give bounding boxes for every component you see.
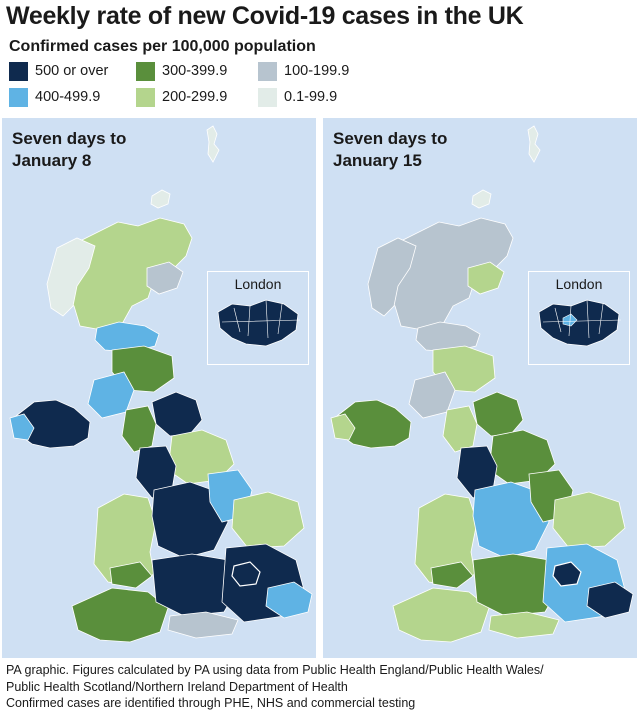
london-inset: London xyxy=(528,271,630,365)
kent xyxy=(586,581,634,619)
south-coast xyxy=(488,611,560,639)
north-east-england xyxy=(151,391,203,437)
footer-line-1: PA graphic. Figures calculated by PA usi… xyxy=(6,663,544,677)
greater-london xyxy=(231,561,261,587)
northern-ireland xyxy=(336,399,412,449)
legend-swatch xyxy=(9,87,28,107)
inset-label: London xyxy=(555,276,603,292)
london-inset-map xyxy=(538,299,622,347)
map-panel-january-8: Seven days to January 8 London xyxy=(2,118,316,658)
northern-ireland xyxy=(15,399,91,449)
legend-swatch xyxy=(9,61,28,81)
scotland-highlands-west xyxy=(367,237,417,317)
london-inset: London xyxy=(207,271,309,365)
northern-ireland-west xyxy=(9,413,35,441)
scotland-aberdeen xyxy=(467,261,505,295)
legend-label: 300-399.9 xyxy=(162,63,228,79)
london-borough-lines xyxy=(221,299,301,339)
map-label-line-1: Seven days to xyxy=(12,129,127,148)
northern-ireland-west xyxy=(330,413,356,441)
greater-london xyxy=(552,561,582,587)
legend-label: 200-299.9 xyxy=(162,89,228,105)
south-wales xyxy=(430,561,474,589)
south-wales xyxy=(109,561,153,589)
legend-item-500-plus: 500 or over xyxy=(9,61,108,81)
shetland-islands xyxy=(206,125,220,163)
east-anglia xyxy=(552,491,626,549)
kent xyxy=(265,581,313,619)
uk-map xyxy=(330,125,634,643)
legend-item-200-299: 200-299.9 xyxy=(136,87,227,107)
legend-item-100-199: 100-199.9 xyxy=(258,61,349,81)
legend-item-0-99: 0.1-99.9 xyxy=(258,87,337,107)
map-label: Seven days to January 15 xyxy=(333,128,447,172)
london-borough-lines xyxy=(542,299,622,339)
footer-line-3: Confirmed cases are identified through P… xyxy=(6,696,416,710)
east-anglia xyxy=(231,491,305,549)
inset-label: London xyxy=(234,276,282,292)
london-boroughs xyxy=(538,299,620,347)
map-label-line-2: January 8 xyxy=(12,151,92,170)
uk-map xyxy=(9,125,313,643)
orkney-islands xyxy=(150,189,171,209)
legend-item-400-499: 400-499.9 xyxy=(9,87,100,107)
cumbria xyxy=(121,405,157,453)
page-title: Weekly rate of new Covid-19 cases in the… xyxy=(6,2,524,30)
scotland-central-belt xyxy=(415,321,481,353)
footer-source: PA graphic. Figures calculated by PA usi… xyxy=(6,662,544,712)
midlands xyxy=(472,481,550,559)
shetland-islands xyxy=(527,125,541,163)
legend-label: 0.1-99.9 xyxy=(284,89,338,105)
scotland-central-belt xyxy=(94,321,160,353)
south-west-england xyxy=(71,587,169,643)
map-label: Seven days to January 8 xyxy=(12,128,126,172)
legend-item-300-399: 300-399.9 xyxy=(136,61,227,81)
london-inset-map xyxy=(217,299,301,347)
map-label-line-1: Seven days to xyxy=(333,129,448,148)
legend-label: 500 or over xyxy=(35,63,109,79)
scotland-aberdeen xyxy=(146,261,184,295)
scotland-highlands-west xyxy=(46,237,96,317)
legend-swatch xyxy=(258,61,277,81)
south-coast xyxy=(167,611,239,639)
legend-label: 100-199.9 xyxy=(284,63,350,79)
legend-label: 400-499.9 xyxy=(35,89,101,105)
map-label-line-2: January 15 xyxy=(333,151,422,170)
north-east-england xyxy=(472,391,524,437)
south-west-england xyxy=(392,587,490,643)
legend-swatch xyxy=(258,87,277,107)
legend-swatch xyxy=(136,87,155,107)
map-panel-january-15: Seven days to January 15 London xyxy=(323,118,637,658)
legend-title: Confirmed cases per 100,000 population xyxy=(9,38,316,55)
orkney-islands xyxy=(471,189,492,209)
legend-swatch xyxy=(136,61,155,81)
footer-line-2: Public Health Scotland/Northern Ireland … xyxy=(6,679,348,694)
london-boroughs xyxy=(217,299,299,347)
midlands xyxy=(151,481,229,559)
cumbria xyxy=(442,405,478,453)
legend: 500 or over 400-499.9 300-399.9 200-299.… xyxy=(9,61,639,111)
